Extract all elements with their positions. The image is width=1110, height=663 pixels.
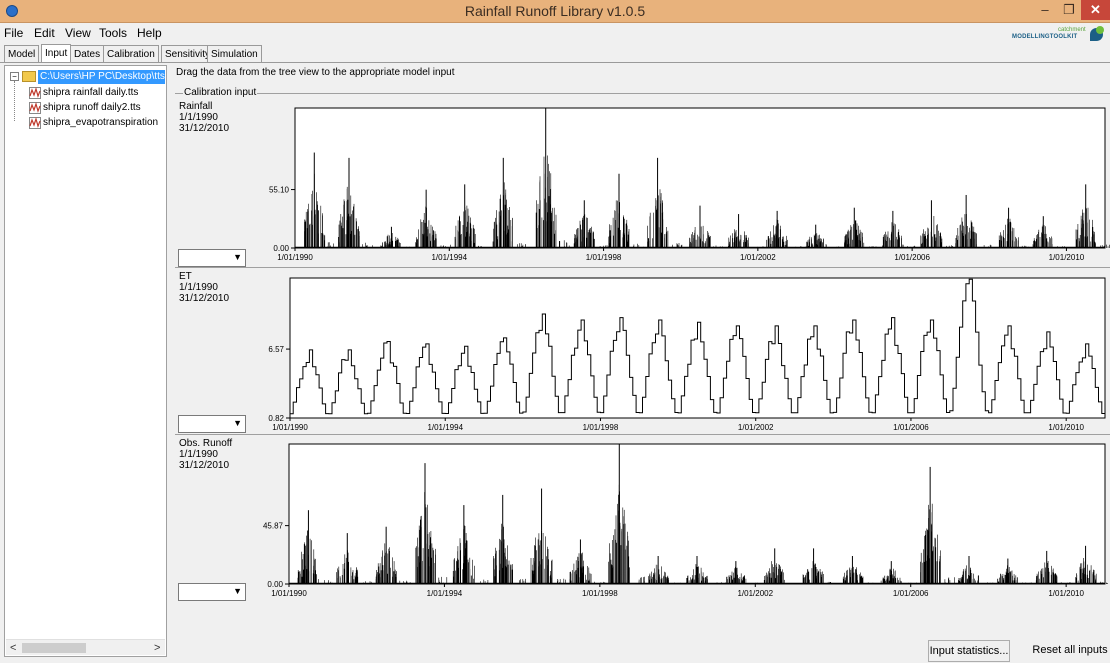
tab-input[interactable]: Input: [41, 44, 72, 63]
maximize-button[interactable]: ❐: [1063, 2, 1075, 17]
rainfall-input-combo[interactable]: ▼: [178, 249, 246, 267]
timeseries-icon: [29, 87, 41, 99]
x-tick-label: 1/01/2006: [894, 253, 930, 262]
x-tick-label: 1/01/2010: [1048, 589, 1084, 598]
x-tick-label: 1/01/2002: [738, 423, 774, 432]
close-button[interactable]: ✕: [1081, 0, 1110, 20]
series-bars: [304, 155, 1110, 248]
data-tree-view[interactable]: − C:\Users\HP PC\Desktop\tts shipra rain…: [4, 65, 167, 657]
chevron-down-icon[interactable]: ▼: [233, 252, 242, 262]
panel-end-date: 31/12/2010: [179, 460, 230, 471]
panel-title: ET: [179, 271, 192, 282]
panel-separator: [175, 267, 1110, 268]
tree-item-label: shipra rainfall daily.tts: [43, 87, 139, 98]
plot-frame: [289, 277, 1106, 419]
tab-model[interactable]: Model: [4, 45, 40, 62]
timeseries-icon: [29, 117, 41, 129]
timeseries-icon: [29, 102, 41, 114]
collapse-icon[interactable]: −: [10, 72, 19, 81]
panel-title: Obs. Runoff: [179, 438, 233, 449]
logo-dot-icon: [1096, 26, 1104, 34]
y-tick-label: 0.00: [273, 244, 289, 253]
x-tick-label: 1/01/1998: [583, 423, 619, 432]
menu-help[interactable]: Help: [137, 26, 162, 40]
x-tick-label: 1/01/2006: [893, 589, 929, 598]
window-title: Rainfall Runoff Library v1.0.5: [464, 3, 646, 19]
tab-dates[interactable]: Dates: [70, 45, 105, 62]
panel-separator: [175, 434, 1110, 435]
panel-start-date: 1/1/1990: [179, 282, 218, 293]
panel-start-date: 1/1/1990: [179, 449, 218, 460]
x-tick-label: 1/01/2002: [740, 253, 776, 262]
scroll-left-icon[interactable]: <: [10, 642, 17, 654]
tab-simulation[interactable]: Simulation: [207, 45, 262, 62]
tree-item[interactable]: shipra rainfall daily.tts: [5, 86, 165, 100]
x-tick-label: 1/01/1994: [427, 589, 463, 598]
panel-end-date: 31/12/2010: [179, 293, 230, 304]
et-input-combo[interactable]: ▼: [178, 415, 246, 433]
x-tick-label: 1/01/1990: [277, 253, 313, 262]
runoff-chart: 0.00 45.87 1/01/1990 1/01/1994 1/01/1998 1/01…: [263, 443, 1108, 598]
reset-all-inputs-button[interactable]: Reset all inputs: [1032, 640, 1108, 662]
menu-tools[interactable]: Tools: [99, 26, 128, 40]
x-tick-label: 1/01/2006: [893, 423, 929, 432]
menu-file[interactable]: File: [4, 26, 24, 40]
et-panel[interactable]: ET 1/1/1990 31/12/2010 ▼ 0.82 6.57 1/01/19…: [175, 270, 1110, 435]
rainfall-chart: 0.00 55.10 1/01/1990 1/01/1994 1/01/1998 1/01…: [269, 107, 1110, 262]
menu-bar: File Edit View Tools Help: [0, 23, 900, 43]
et-chart: 0.82 6.57 1/01/1990 1/01/1994 1/01/1998 1/01/…: [268, 277, 1106, 432]
scroll-right-icon[interactable]: >: [154, 642, 161, 654]
panel-end-date: 31/12/2010: [179, 123, 230, 134]
x-tick-label: 1/01/2002: [737, 589, 773, 598]
tree-horizontal-scrollbar[interactable]: < >: [6, 639, 165, 655]
x-tick-label: 1/01/2010: [1048, 423, 1084, 432]
tab-calibration[interactable]: Calibration: [103, 45, 159, 62]
tree-item[interactable]: shipra runoff daily2.tts: [5, 101, 165, 115]
logo-subtext: catchment: [1058, 27, 1086, 33]
chevron-down-icon[interactable]: ▼: [233, 418, 242, 428]
tree-item-label: shipra runoff daily2.tts: [43, 102, 141, 113]
calibration-input-label: Calibration input: [183, 87, 258, 98]
y-tick-label: 6.57: [268, 345, 284, 354]
folder-icon: [22, 71, 36, 82]
input-statistics-button[interactable]: Input statistics...: [928, 640, 1010, 662]
panel-start-date: 1/1/1990: [179, 112, 218, 123]
tab-strip-border: [0, 62, 1110, 63]
x-tick-label: 1/01/1990: [272, 423, 308, 432]
series-line: [290, 278, 1105, 415]
x-tick-label: 1/01/2010: [1049, 253, 1085, 262]
y-tick-label: 0.82: [268, 414, 284, 423]
chevron-down-icon[interactable]: ▼: [233, 586, 242, 596]
rainfall-panel[interactable]: Rainfall 1/1/1990 31/12/2010 ▼ 0.00 55.10…: [175, 100, 1110, 268]
x-tick-label: 1/01/1998: [586, 253, 622, 262]
tab-strip: Model Input Dates Calibration Sensitivit…: [4, 44, 304, 63]
runoff-panel[interactable]: Obs. Runoff 1/1/1990 31/12/2010 ▼ 0.00 45…: [175, 437, 1110, 607]
y-tick-label: 55.10: [269, 186, 290, 195]
app-icon: [6, 5, 18, 17]
menu-view[interactable]: View: [65, 26, 91, 40]
x-tick-label: 1/01/1994: [431, 253, 467, 262]
series-bars: [297, 484, 1108, 584]
minimize-button[interactable]: –: [1041, 2, 1049, 17]
y-tick-label: 45.87: [263, 522, 284, 531]
tree-root-label[interactable]: C:\Users\HP PC\Desktop\tts: [38, 70, 165, 84]
menu-edit[interactable]: Edit: [34, 26, 55, 40]
logo-text: MODELLINGTOOLKIT: [1012, 34, 1078, 40]
drag-instructions: Drag the data from the tree view to the …: [176, 67, 455, 78]
x-tick-label: 1/01/1990: [271, 589, 307, 598]
y-tick-label: 0.00: [267, 580, 283, 589]
tree-item-label: shipra_evapotranspiration: [43, 117, 159, 128]
modelling-toolkit-logo: catchment MODELLINGTOOLKIT: [1012, 26, 1104, 46]
x-tick-label: 1/01/1998: [582, 589, 618, 598]
scroll-thumb[interactable]: [22, 643, 86, 653]
tree-root-row[interactable]: − C:\Users\HP PC\Desktop\tts: [5, 70, 165, 84]
runoff-input-combo[interactable]: ▼: [178, 583, 246, 601]
x-tick-label: 1/01/1994: [427, 423, 463, 432]
group-border: [175, 93, 1110, 94]
tree-connector: [14, 81, 15, 121]
title-bar: Rainfall Runoff Library v1.0.5 – ❐ ✕: [0, 0, 1110, 23]
panel-title: Rainfall: [179, 101, 213, 112]
tree-item[interactable]: shipra_evapotranspiration: [5, 116, 165, 130]
